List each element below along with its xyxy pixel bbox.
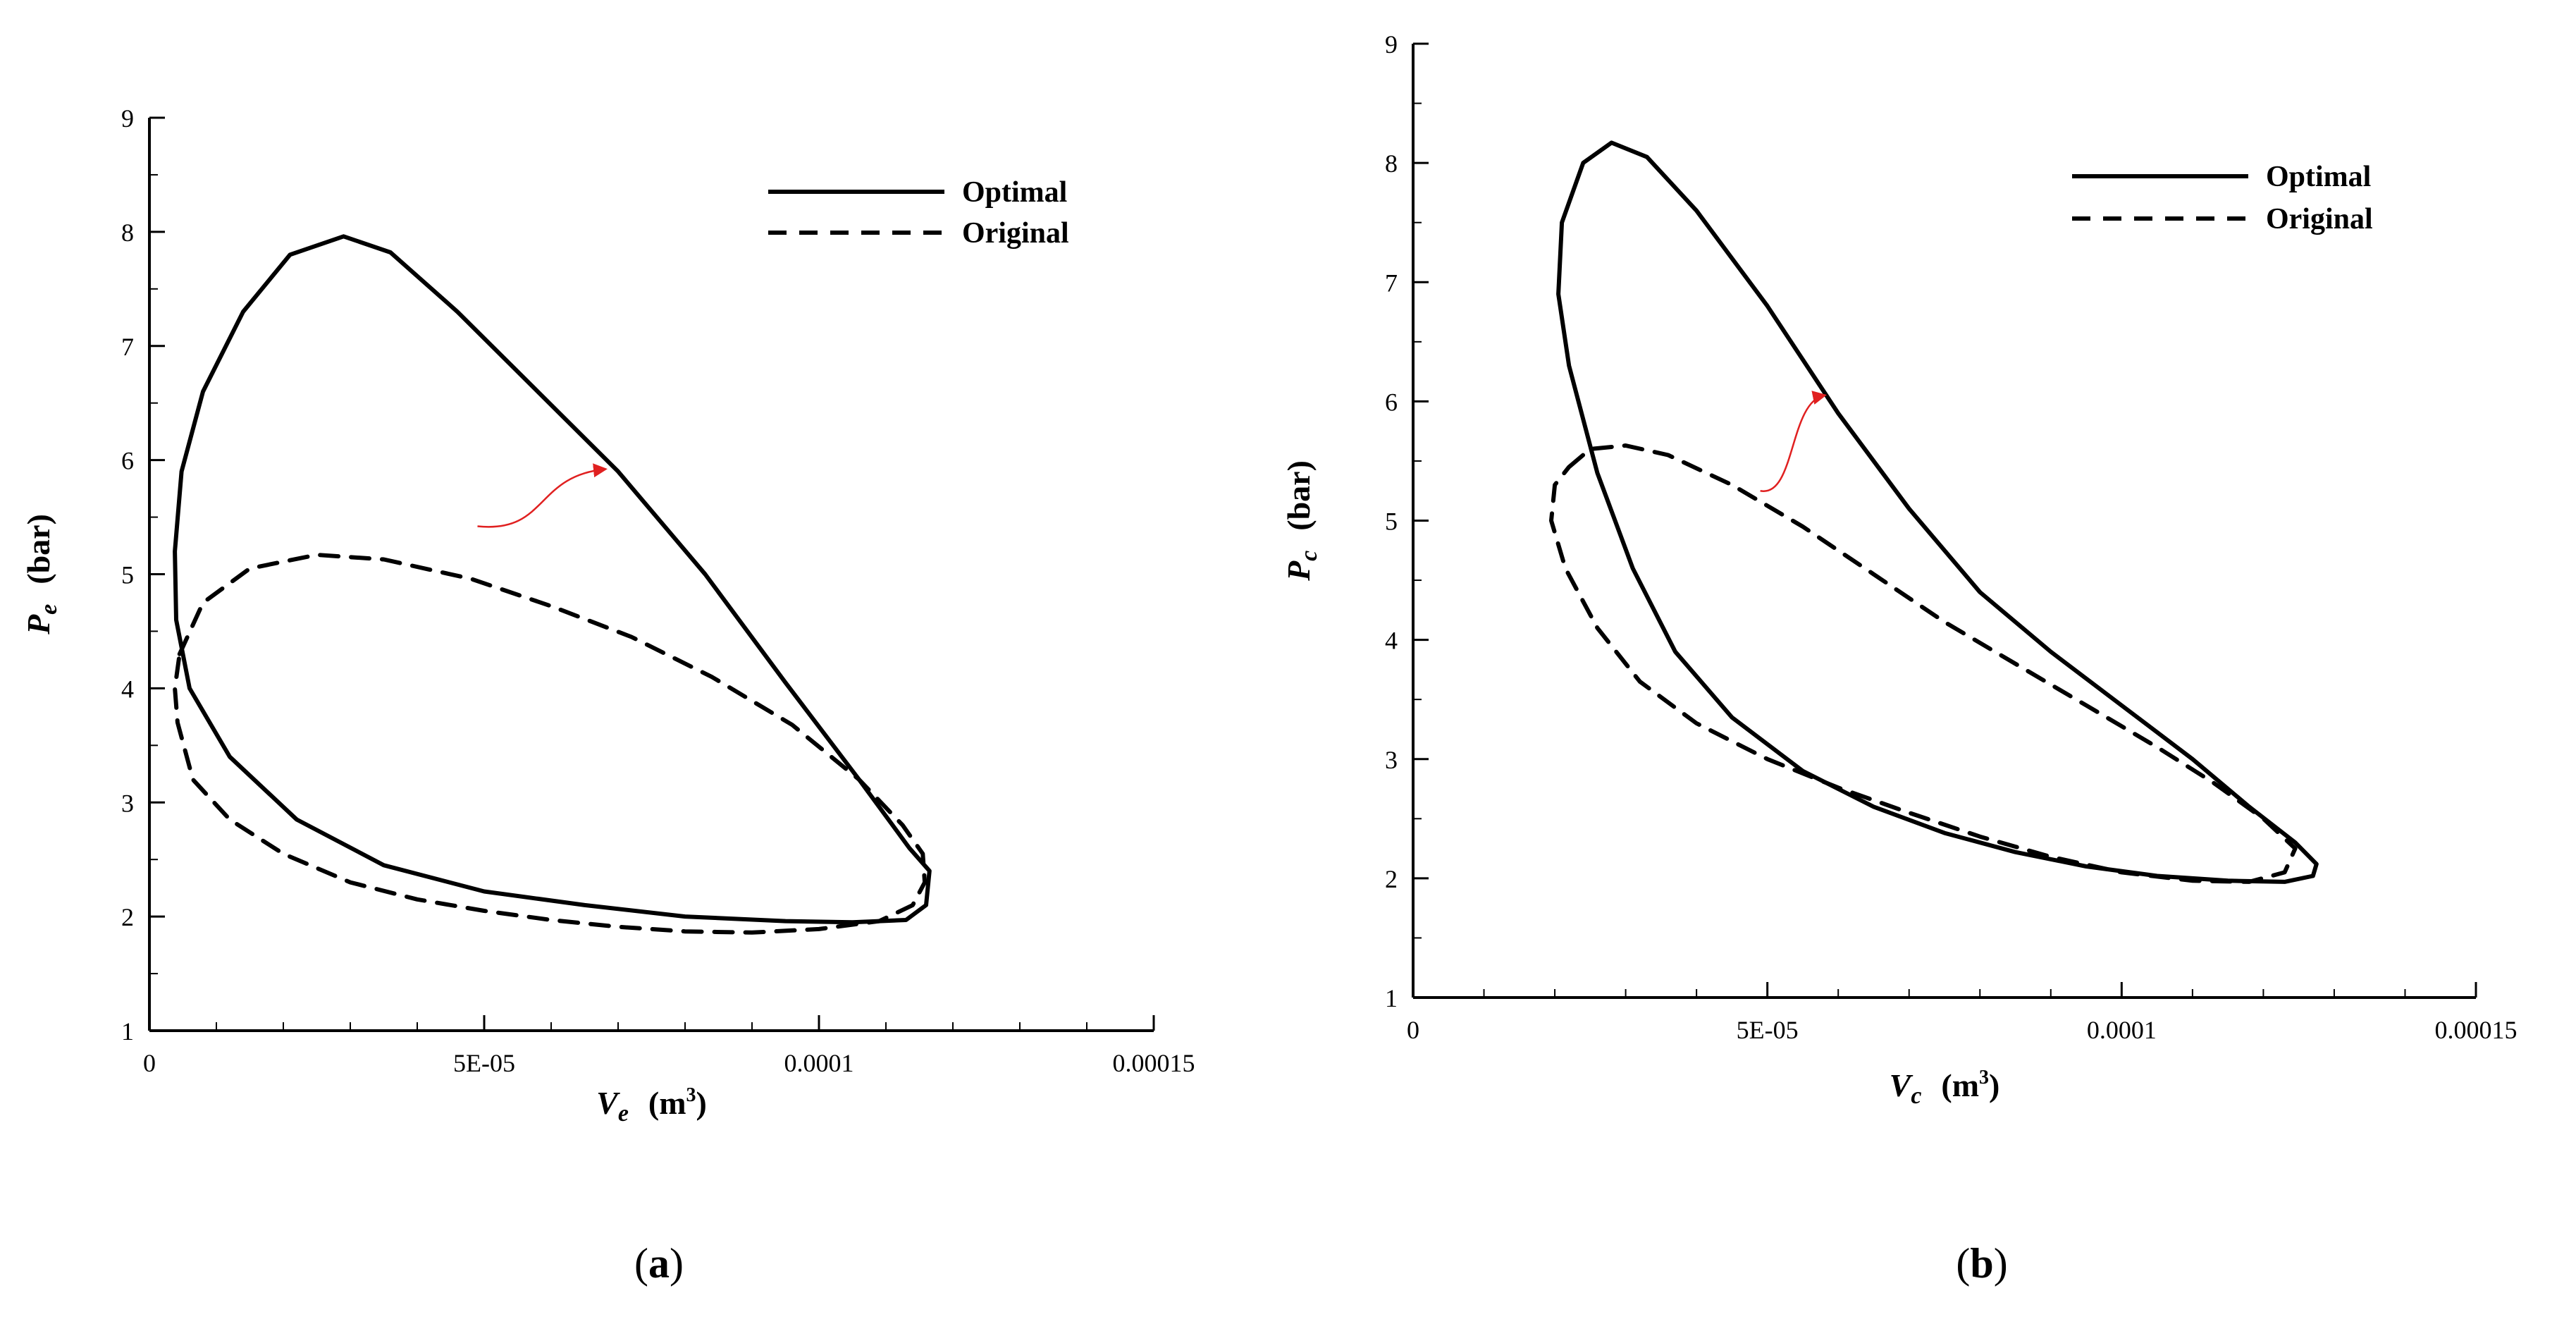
x-axis-symbol: V [596, 1085, 620, 1121]
series-optimal-curve [1556, 140, 2319, 884]
y-tick-label: 5 [1385, 508, 1398, 536]
legend-original-label: Original [962, 217, 1069, 250]
series-optimal-curve [173, 234, 932, 925]
x-tick-label: 0 [1407, 1016, 1419, 1044]
y-tick-label: 8 [1385, 149, 1398, 178]
x-axis-subscript: e [618, 1100, 629, 1127]
y-tick-label: 3 [1385, 746, 1398, 774]
caption-close-paren: ) [1994, 1240, 2008, 1287]
legend-original-label: Original [2266, 203, 2373, 235]
x-axis-unit-close: ) [696, 1085, 707, 1121]
caption-letter: a [648, 1240, 670, 1287]
panel-caption: (a) [634, 1240, 684, 1287]
x-tick-label: 0.00015 [1113, 1049, 1195, 1077]
x-tick-label: 0.0001 [2087, 1016, 2157, 1044]
x-axis-unit-sup: 3 [1979, 1067, 1989, 1088]
legend-optimal-label: Optimal [962, 176, 1067, 209]
y-tick-label: 3 [121, 789, 134, 817]
y-axis-symbol: P [1281, 560, 1317, 582]
y-tick-label: 1 [121, 1017, 134, 1045]
y-axis-subscript: c [1296, 551, 1322, 561]
y-tick-label: 2 [121, 903, 134, 931]
y-tick-label: 7 [1385, 269, 1398, 297]
y-axis-symbol: P [20, 614, 56, 635]
annotation-arrow [1760, 391, 1828, 492]
y-axis-unit: (bar) [20, 514, 56, 584]
x-axis-unit-open: (m [648, 1085, 686, 1121]
y-tick-label: 9 [121, 104, 134, 133]
y-tick-label: 4 [121, 675, 134, 703]
x-tick-label: 0 [143, 1049, 156, 1077]
x-axis-subscript: c [1911, 1083, 1921, 1109]
y-axis-label: Pc (bar) [1281, 460, 1322, 582]
y-tick-label: 6 [121, 447, 134, 475]
x-tick-label: 5E-05 [453, 1049, 515, 1077]
x-axis-unit-sup: 3 [686, 1084, 696, 1106]
annotation-arrow [477, 463, 608, 528]
y-tick-label: 1 [1385, 984, 1398, 1012]
y-axis-label: Pe (bar) [20, 514, 62, 635]
y-tick-label: 8 [121, 219, 134, 247]
x-axis-unit-close: ) [1989, 1067, 1999, 1103]
x-tick-label: 0.00015 [2435, 1016, 2518, 1044]
y-tick-label: 9 [1385, 30, 1398, 59]
x-axis-symbol: V [1890, 1067, 1913, 1103]
y-tick-label: 2 [1385, 865, 1398, 893]
y-tick-label: 5 [121, 561, 134, 589]
series-original-curve [173, 553, 928, 935]
x-tick-label: 0.0001 [784, 1049, 854, 1077]
y-axis-unit: (bar) [1281, 460, 1317, 531]
x-axis-label: Vc (m3) [1890, 1067, 2000, 1109]
y-tick-label: 7 [121, 333, 134, 361]
caption-letter: b [1970, 1240, 1993, 1287]
y-tick-label: 6 [1385, 388, 1398, 416]
legend-optimal-label: Optimal [2266, 161, 2371, 193]
x-tick-label: 5E-05 [1737, 1016, 1799, 1044]
y-axis-subscript: e [36, 604, 62, 615]
series-original-curve [1549, 443, 2298, 884]
panel-caption: (b) [1956, 1240, 2007, 1287]
y-tick-label: 4 [1385, 627, 1398, 655]
x-axis-label: Ve (m3) [596, 1084, 707, 1127]
caption-close-paren: ) [670, 1240, 684, 1287]
caption-open-paren: ( [634, 1240, 648, 1287]
caption-open-paren: ( [1956, 1240, 1970, 1287]
x-axis-unit-open: (m [1941, 1067, 1979, 1103]
